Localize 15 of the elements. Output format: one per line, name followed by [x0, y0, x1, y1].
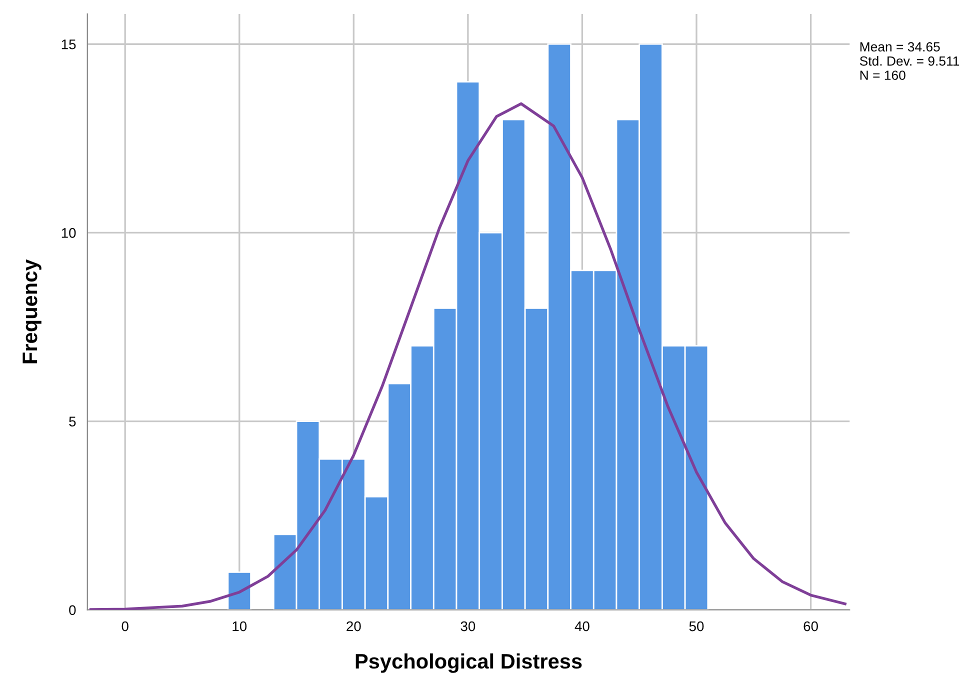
y-tick-label: 10 — [62, 228, 76, 238]
x-tick-label: 10 — [232, 621, 247, 632]
x-tick-label: 0 — [122, 621, 128, 632]
text: Mean = 34.65 Std. Dev. = 9.511 N = 160 — [860, 42, 960, 80]
x-tick-label: 60 — [804, 621, 818, 632]
y-tick-label: 5 — [69, 416, 76, 426]
x-tick-label: 30 — [460, 621, 476, 632]
x-tick-label: 20 — [346, 621, 361, 632]
y-tick-label: 0 — [69, 605, 76, 616]
y-tick-label: 15 — [62, 40, 76, 50]
line-series — [89, 102, 846, 610]
x-tick-label: 40 — [574, 621, 590, 632]
y-axis-title: Frequency — [22, 259, 42, 364]
x-tick-label: 50 — [689, 621, 704, 632]
x-axis-title: Psychological Distress — [356, 653, 582, 673]
